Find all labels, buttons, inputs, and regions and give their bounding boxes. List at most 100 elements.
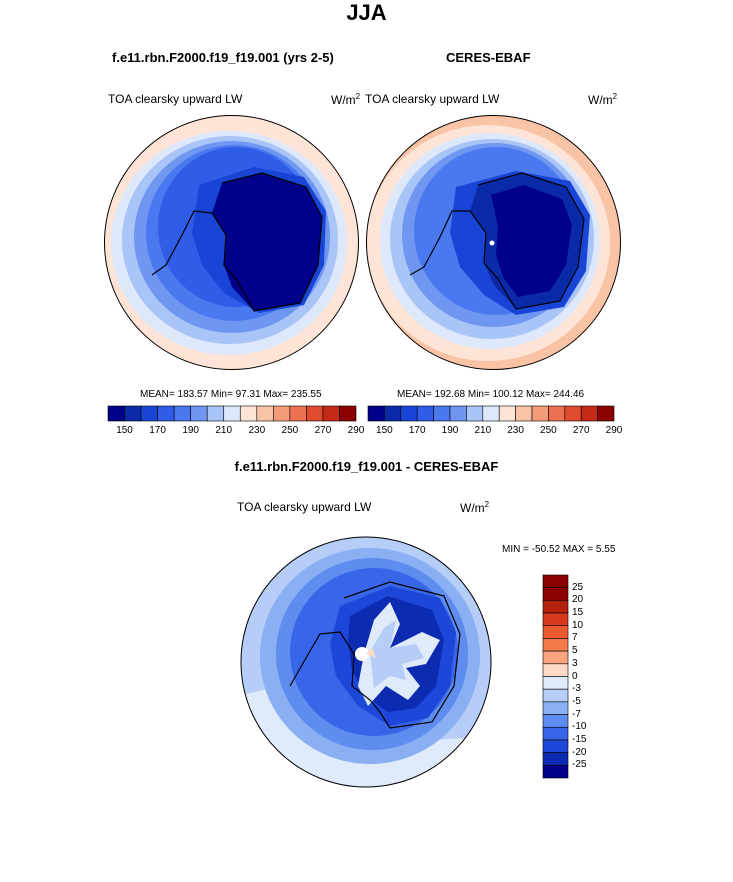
diff-colorbar-swatch xyxy=(542,638,569,652)
diff-colorbar-tick-label: 7 xyxy=(572,632,578,644)
right-colorbar-swatch xyxy=(580,405,598,422)
figure-title: JJA xyxy=(346,0,387,25)
diff-colorbar-swatch xyxy=(542,587,569,601)
left-stats: MEAN= 183.57 Min= 97.31 Max= 235.55 xyxy=(140,389,322,400)
diff-colorbar xyxy=(542,574,569,779)
right-colorbar-tick-label: 250 xyxy=(540,425,557,436)
left-colorbar-swatch xyxy=(124,405,142,422)
right-colorbar-swatch xyxy=(367,405,385,422)
diff-colorbar-swatch xyxy=(542,650,569,665)
diff-colorbar-tick-label: -7 xyxy=(572,708,581,720)
right-panel-title: CERES-EBAF xyxy=(446,50,531,65)
diff-colorbar-tick-label: -3 xyxy=(572,683,581,695)
left-antarctica-fill xyxy=(212,173,322,311)
right-antarctica-fill xyxy=(491,185,572,297)
left-colorbar-swatch xyxy=(289,405,307,422)
diff-colorbar-tick-label: 0 xyxy=(572,670,578,682)
right-colorbar-tick-label: 190 xyxy=(441,425,459,436)
right-colorbar-swatch xyxy=(416,405,434,422)
left-colorbar-swatch xyxy=(173,405,191,422)
left-colorbar-swatch xyxy=(223,405,241,422)
right-colorbar-swatch xyxy=(531,405,549,422)
diff-colorbar-swatch xyxy=(542,739,569,753)
right-colorbar-swatch xyxy=(597,405,615,422)
right-colorbar-tick-label: 210 xyxy=(474,425,492,436)
diff-colorbar-tick-label: -25 xyxy=(572,759,587,771)
diff-colorbar-swatch xyxy=(542,688,569,703)
diff-minmax: MIN = -50.52 MAX = 5.55 xyxy=(502,544,616,555)
right-colorbar-ticks: 150 170 190 210 230 250 270 290 xyxy=(368,425,622,439)
left-colorbar-swatch xyxy=(256,405,274,422)
right-map-border xyxy=(366,115,621,370)
left-colorbar-tick-label: 270 xyxy=(314,425,332,436)
diff-panel-title: f.e11.rbn.F2000.f19_f19.001 - CERES-EBAF xyxy=(234,459,499,474)
right-colorbar-swatch xyxy=(498,405,516,422)
right-colorbar-swatch xyxy=(466,405,484,422)
diff-colorbar-swatch xyxy=(542,714,569,728)
left-colorbar-ticks: 150 170 190 210 230 250 270 290 xyxy=(108,425,364,439)
right-colorbar-tick-label: 270 xyxy=(572,425,590,436)
diff-map xyxy=(240,536,492,788)
left-colorbar-swatch xyxy=(273,405,291,422)
diff-positive-region xyxy=(366,648,376,658)
left-variable-label: TOA clearsky upward LW xyxy=(108,92,243,106)
diff-colorbar-tick-label: 3 xyxy=(572,657,578,669)
diff-colorbar-ticks: 25 20 15 10 7 5 3 0 -3 -5 -7 -10 -15 -20 -25 xyxy=(572,575,612,778)
right-colorbar-tick-label: 150 xyxy=(376,425,393,436)
diff-colorbar-tick-label: -5 xyxy=(572,695,581,707)
diff-colorbar-swatch xyxy=(542,726,569,741)
diff-units-label: W/m2 xyxy=(460,500,490,515)
left-colorbar xyxy=(107,405,357,422)
left-colorbar-tick-label: 250 xyxy=(281,425,299,436)
diff-colorbar-swatch xyxy=(542,612,569,627)
right-pole-marker xyxy=(489,240,495,246)
diff-colorbar-tick-label: -10 xyxy=(572,721,587,733)
left-coastline xyxy=(151,172,323,312)
left-colorbar-tick-label: 170 xyxy=(149,425,166,436)
diff-colorbar-tick-label: 20 xyxy=(572,594,584,606)
diff-colorbar-tick-label: -15 xyxy=(572,733,587,745)
right-colorbar-swatch xyxy=(433,405,451,422)
diff-colorbar-tick-label: 5 xyxy=(572,645,578,657)
right-colorbar-tick-label: 290 xyxy=(605,425,623,436)
diff-colorbar-tick-label: 15 xyxy=(572,607,584,619)
diff-colorbar-swatch xyxy=(542,676,569,690)
diff-pole-marker xyxy=(355,647,369,661)
diff-map-border xyxy=(240,536,492,788)
right-colorbar-swatch xyxy=(400,405,418,422)
diff-colorbar-swatch xyxy=(542,663,569,677)
left-colorbar-tick-label: 230 xyxy=(248,425,266,436)
diff-map-band xyxy=(370,620,424,688)
right-coastline xyxy=(409,172,585,310)
right-colorbar-swatch xyxy=(564,405,582,422)
right-colorbar-swatch xyxy=(482,405,500,422)
left-colorbar-swatch xyxy=(239,405,258,422)
diff-colorbar-tick-label: -20 xyxy=(572,746,587,758)
left-panel-title: f.e11.rbn.F2000.f19_f19.001 (yrs 2-5) xyxy=(112,50,334,65)
diff-colorbar-swatch xyxy=(542,765,569,779)
left-colorbar-tick-label: 190 xyxy=(182,425,199,436)
diff-colorbar-swatch xyxy=(542,600,569,614)
diff-coastline xyxy=(289,581,461,729)
diff-colorbar-tick-label: 10 xyxy=(572,619,584,631)
right-colorbar-swatch xyxy=(515,405,533,422)
diff-variable-label: TOA clearsky upward LW xyxy=(237,500,372,514)
diff-colorbar-tick-label: 25 xyxy=(572,581,584,593)
right-colorbar-tick-label: 170 xyxy=(408,425,426,436)
diff-colorbar-swatch xyxy=(542,574,569,588)
right-stats: MEAN= 192.68 Min= 100.12 Max= 244.46 xyxy=(397,389,585,400)
left-colorbar-swatch xyxy=(107,405,125,422)
left-map xyxy=(104,115,359,370)
left-colorbar-tick-label: 210 xyxy=(215,425,233,436)
right-map xyxy=(366,115,621,370)
right-colorbar-swatch xyxy=(384,405,402,422)
left-colorbar-tick-label: 150 xyxy=(116,425,133,436)
right-colorbar-tick-label: 230 xyxy=(507,425,524,436)
right-colorbar-swatch xyxy=(449,405,467,422)
right-variable-label: TOA clearsky upward LW xyxy=(365,92,500,106)
diff-colorbar-swatch xyxy=(542,701,569,715)
left-colorbar-swatch xyxy=(306,405,324,422)
left-colorbar-swatch xyxy=(190,405,208,422)
left-colorbar-tick-label: 290 xyxy=(347,425,365,436)
right-colorbar-swatch xyxy=(548,405,566,422)
